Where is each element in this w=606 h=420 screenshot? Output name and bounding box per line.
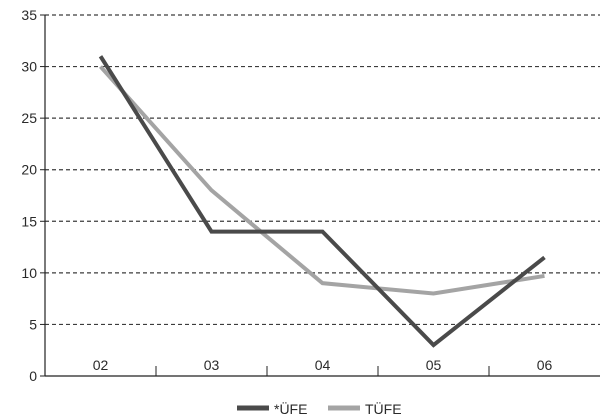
axes <box>44 15 600 377</box>
series-line-tufe <box>99 65 545 296</box>
y-tick-label: 5 <box>29 316 37 332</box>
x-tick-label: 06 <box>537 357 553 373</box>
y-tick-label: 15 <box>21 213 37 229</box>
y-tick-label: 30 <box>21 59 37 75</box>
x-tick-label: 02 <box>93 357 109 373</box>
series-line-ufe <box>98 55 546 348</box>
legend-label-ufe: *ÜFE <box>274 400 307 417</box>
legend: *ÜFE TÜFE <box>237 400 402 417</box>
gridlines <box>40 14 600 377</box>
legend-label-tufe: TÜFE <box>365 400 402 417</box>
y-tick-label: 35 <box>21 7 37 23</box>
y-axis-tick-labels: 0 5 10 15 20 25 30 35 <box>21 7 37 384</box>
y-tick-label: 0 <box>29 368 37 384</box>
x-axis-ticks <box>155 366 490 376</box>
y-tick-label: 10 <box>21 265 37 281</box>
x-tick-label: 03 <box>204 357 220 373</box>
y-tick-label: 20 <box>21 162 37 178</box>
series-lines <box>98 55 546 348</box>
y-tick-label: 25 <box>21 110 37 126</box>
x-tick-label: 04 <box>315 357 331 373</box>
x-tick-label: 05 <box>426 357 442 373</box>
x-axis-tick-labels: 02 03 04 05 06 <box>93 357 553 373</box>
